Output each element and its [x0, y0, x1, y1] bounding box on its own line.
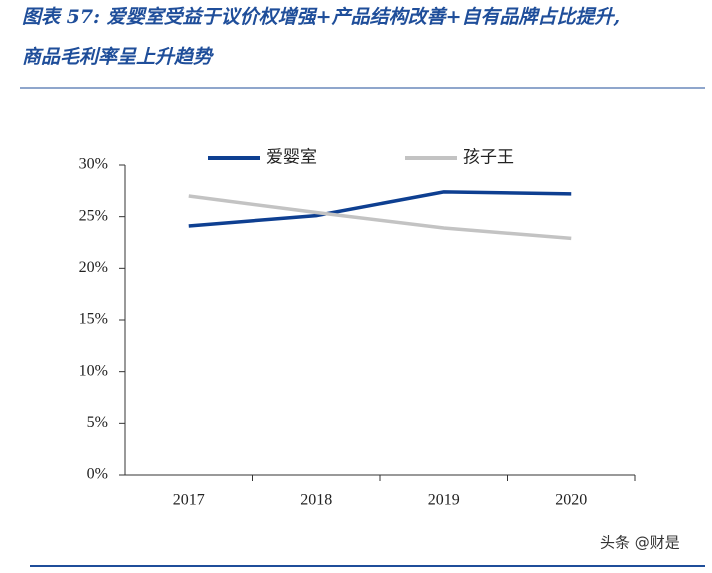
y-tick-label: 10% — [79, 362, 108, 379]
y-tick-label: 15% — [79, 311, 108, 328]
chart-title: 图表 57: 爱婴室受益于议价权增强+产品结构改善+自有品牌占比提升, — [22, 6, 620, 28]
x-tick-label: 2019 — [428, 492, 460, 509]
legend-label: 孩子王 — [463, 148, 514, 168]
y-tick-label: 5% — [87, 414, 108, 431]
chart-title: 商品毛利率呈上升趋势 — [22, 46, 215, 68]
watermark: 头条 @财是 — [600, 534, 680, 552]
y-tick-label: 0% — [87, 466, 108, 483]
x-tick-label: 2020 — [555, 492, 587, 509]
legend-label: 爱婴室 — [266, 148, 317, 168]
x-tick-label: 2017 — [173, 492, 205, 509]
y-tick-label: 30% — [79, 156, 108, 173]
x-tick-label: 2018 — [300, 492, 332, 509]
series-line — [188, 194, 572, 241]
y-tick-label: 20% — [79, 259, 108, 276]
series-line — [188, 190, 572, 228]
y-tick-label: 25% — [79, 207, 108, 224]
